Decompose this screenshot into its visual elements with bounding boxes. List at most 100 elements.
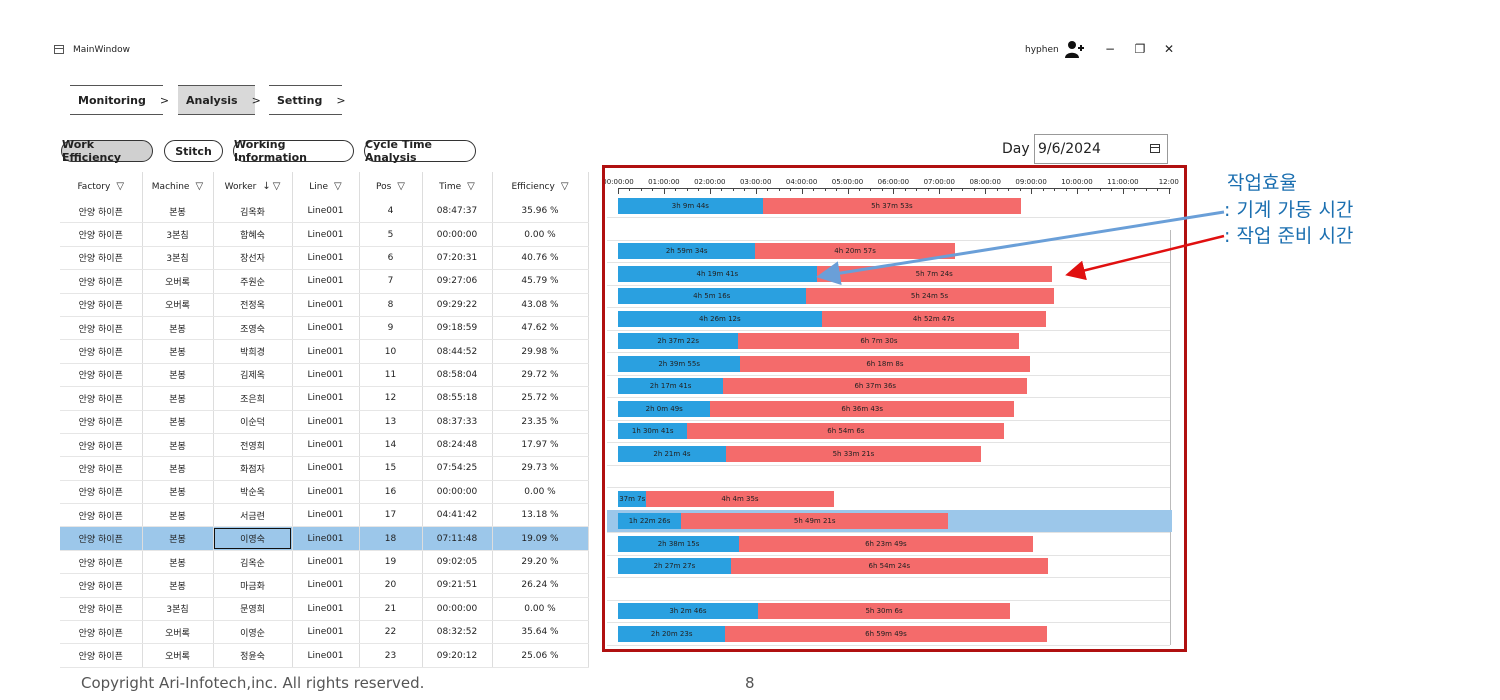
cell-efficiency[interactable]: 45.79 % — [492, 269, 589, 294]
cell-time[interactable]: 09:20:12 — [422, 643, 493, 668]
cell-line[interactable]: Line001 — [292, 222, 360, 247]
filter-icon[interactable]: ▽ — [397, 180, 405, 192]
cell-pos[interactable]: 15 — [359, 456, 423, 481]
cell-time[interactable]: 04:41:42 — [422, 503, 493, 528]
table-row[interactable]: 안양 하이픈 오버록 정윤숙 Line001 23 09:20:12 25.06 % — [60, 643, 589, 668]
table-row[interactable]: 안양 하이픈 본봉 조영숙 Line001 9 09:18:59 47.62 % — [60, 316, 589, 341]
cell-line[interactable]: Line001 — [292, 200, 360, 224]
cell-time[interactable]: 09:29:22 — [422, 293, 493, 317]
cell-machine[interactable]: 본봉 — [142, 433, 214, 458]
cell-worker[interactable]: 박희경 — [213, 339, 293, 364]
table-row[interactable]: 안양 하이픈 오버록 이영순 Line001 22 08:32:52 35.64 % — [60, 620, 589, 645]
tab-cycle-time-analysis[interactable]: Cycle Time Analysis — [364, 138, 476, 164]
cell-worker[interactable]: 이영숙 — [213, 526, 293, 551]
cell-pos[interactable]: 8 — [359, 293, 423, 317]
cell-pos[interactable]: 5 — [359, 222, 423, 247]
cell-time[interactable]: 00:00:00 — [422, 480, 493, 505]
column-header-factory[interactable]: Factory ▽ — [60, 172, 143, 200]
cell-efficiency[interactable]: 29.20 % — [492, 550, 589, 575]
cell-machine[interactable]: 본봉 — [142, 410, 214, 434]
cell-factory[interactable]: 안양 하이픈 — [60, 269, 143, 294]
cell-line[interactable]: Line001 — [292, 316, 360, 341]
tab-working-information[interactable]: Working Information — [233, 138, 354, 164]
cell-factory[interactable]: 안양 하이픈 — [60, 503, 143, 528]
cell-pos[interactable]: 18 — [359, 526, 423, 551]
cell-line[interactable]: Line001 — [292, 363, 360, 388]
filter-icon[interactable]: ▽ — [560, 180, 569, 192]
cell-factory[interactable]: 안양 하이픈 — [60, 456, 143, 481]
cell-factory[interactable]: 안양 하이픈 — [60, 550, 143, 575]
cell-line[interactable]: Line001 — [292, 526, 360, 551]
cell-line[interactable]: Line001 — [292, 620, 360, 645]
cell-efficiency[interactable]: 23.35 % — [492, 410, 589, 434]
cell-worker[interactable]: 문영희 — [213, 597, 293, 622]
cell-time[interactable]: 08:32:52 — [422, 620, 493, 645]
cell-time[interactable]: 08:47:37 — [422, 200, 493, 224]
cell-worker[interactable]: 주원순 — [213, 269, 293, 294]
cell-worker[interactable]: 박순옥 — [213, 480, 293, 505]
cell-worker[interactable]: 마금화 — [213, 573, 293, 598]
cell-line[interactable]: Line001 — [292, 480, 360, 505]
cell-line[interactable]: Line001 — [292, 410, 360, 434]
nav-analysis[interactable]: Analysis > — [178, 85, 261, 115]
cell-efficiency[interactable]: 35.64 % — [492, 620, 589, 645]
cell-factory[interactable]: 안양 하이픈 — [60, 293, 143, 317]
cell-factory[interactable]: 안양 하이픈 — [60, 597, 143, 622]
table-row[interactable]: 안양 하이픈 본봉 조은희 Line001 12 08:55:18 25.72 % — [60, 386, 589, 411]
cell-worker[interactable]: 전정옥 — [213, 293, 293, 317]
cell-time[interactable]: 00:00:00 — [422, 222, 493, 247]
cell-factory[interactable]: 안양 하이픈 — [60, 620, 143, 645]
tab-work-efficiency[interactable]: Work Efficiency — [61, 138, 153, 164]
cell-time[interactable]: 08:37:33 — [422, 410, 493, 434]
nav-monitoring[interactable]: Monitoring > — [70, 85, 169, 115]
cell-machine[interactable]: 본봉 — [142, 503, 214, 528]
cell-pos[interactable]: 23 — [359, 643, 423, 668]
nav-setting[interactable]: Setting > — [269, 85, 346, 115]
cell-time[interactable]: 07:11:48 — [422, 526, 493, 551]
cell-efficiency[interactable]: 47.62 % — [492, 316, 589, 341]
table-row[interactable]: 안양 하이픈 오버록 전정옥 Line001 8 09:29:22 43.08 % — [60, 293, 589, 317]
cell-factory[interactable]: 안양 하이픈 — [60, 526, 143, 551]
cell-factory[interactable]: 안양 하이픈 — [60, 643, 143, 668]
cell-machine[interactable]: 3본침 — [142, 597, 214, 622]
cell-efficiency[interactable]: 19.09 % — [492, 526, 589, 551]
tab-stitch[interactable]: Stitch — [164, 140, 223, 162]
cell-pos[interactable]: 20 — [359, 573, 423, 598]
table-row[interactable]: 안양 하이픈 3본침 장선자 Line001 6 07:20:31 40.76 % — [60, 246, 589, 271]
cell-machine[interactable]: 본봉 — [142, 363, 214, 388]
cell-time[interactable]: 07:54:25 — [422, 456, 493, 481]
table-row[interactable]: 안양 하이픈 본봉 박희경 Line001 10 08:44:52 29.98 % — [60, 339, 589, 364]
cell-factory[interactable]: 안양 하이픈 — [60, 433, 143, 458]
cell-pos[interactable]: 21 — [359, 597, 423, 622]
cell-time[interactable]: 08:55:18 — [422, 386, 493, 411]
cell-worker[interactable]: 장선자 — [213, 246, 293, 271]
cell-efficiency[interactable]: 0.00 % — [492, 597, 589, 622]
cell-efficiency[interactable]: 29.98 % — [492, 339, 589, 364]
cell-pos[interactable]: 14 — [359, 433, 423, 458]
table-row[interactable]: 안양 하이픈 3본침 함혜숙 Line001 5 00:00:00 0.00 % — [60, 222, 589, 247]
table-row[interactable]: 안양 하이픈 본봉 서금련 Line001 17 04:41:42 13.18 % — [60, 503, 589, 528]
cell-time[interactable]: 08:24:48 — [422, 433, 493, 458]
table-row[interactable]: 안양 하이픈 본봉 마금화 Line001 20 09:21:51 26.24 % — [60, 573, 589, 598]
cell-machine[interactable]: 오버록 — [142, 643, 214, 668]
filter-icon[interactable]: ▽ — [467, 180, 475, 192]
cell-worker[interactable]: 김옥순 — [213, 550, 293, 575]
cell-factory[interactable]: 안양 하이픈 — [60, 222, 143, 247]
table-row[interactable]: 안양 하이픈 오버록 주원순 Line001 7 09:27:06 45.79 % — [60, 269, 589, 294]
cell-worker[interactable]: 김옥화 — [213, 200, 293, 224]
cell-factory[interactable]: 안양 하이픈 — [60, 200, 143, 224]
cell-pos[interactable]: 4 — [359, 200, 423, 224]
cell-line[interactable]: Line001 — [292, 386, 360, 411]
cell-pos[interactable]: 9 — [359, 316, 423, 341]
cell-line[interactable]: Line001 — [292, 503, 360, 528]
column-header-pos[interactable]: Pos ▽ — [359, 172, 423, 200]
cell-machine[interactable]: 3본침 — [142, 246, 214, 271]
column-header-time[interactable]: Time ▽ — [422, 172, 493, 200]
cell-line[interactable]: Line001 — [292, 573, 360, 598]
table-row[interactable]: 안양 하이픈 본봉 김옥화 Line001 4 08:47:37 35.96 % — [60, 200, 589, 224]
cell-machine[interactable]: 본봉 — [142, 456, 214, 481]
cell-worker[interactable]: 함혜숙 — [213, 222, 293, 247]
cell-line[interactable]: Line001 — [292, 339, 360, 364]
minimize-button[interactable]: − — [1104, 42, 1116, 56]
table-row[interactable]: 안양 하이픈 본봉 이영숙 Line001 18 07:11:48 19.09 % — [60, 526, 589, 551]
